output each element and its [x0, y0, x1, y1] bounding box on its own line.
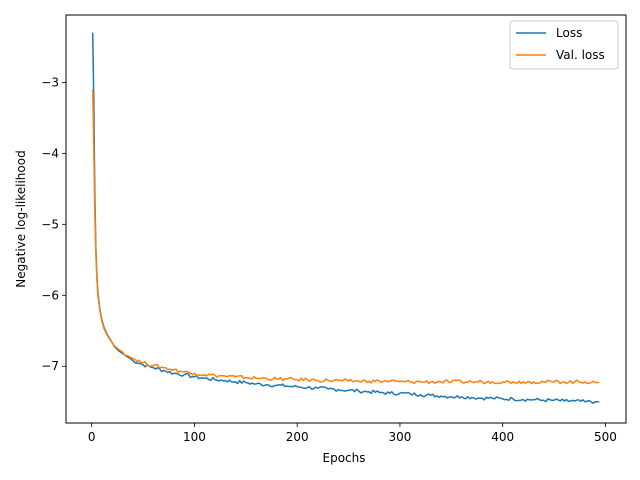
plot-lines	[91, 32, 600, 404]
plot-frame	[65, 14, 627, 424]
x-axis-label: Epochs	[323, 451, 366, 465]
x-tick-label: 500	[594, 430, 617, 444]
x-tick-label: 0	[88, 430, 96, 444]
y-axis: −7 −6 −5 −4 −3	[41, 75, 66, 373]
legend-label-val-loss: Val. loss	[556, 48, 605, 62]
series-line-loss	[91, 32, 600, 404]
y-tick-label: −3	[41, 75, 59, 89]
x-tick-label: 400	[491, 430, 514, 444]
x-tick-label: 200	[286, 430, 309, 444]
y-axis-label: Negative log-likelihood	[14, 150, 28, 287]
x-axis: 0 100 200 300 400 500	[88, 423, 617, 444]
x-tick-label: 300	[388, 430, 411, 444]
y-tick-label: −4	[41, 146, 59, 160]
legend: Loss Val. loss	[509, 20, 619, 70]
y-tick-label: −6	[41, 288, 59, 302]
series-line-val-loss	[91, 89, 600, 385]
x-tick-label: 100	[183, 430, 206, 444]
legend-label-loss: Loss	[556, 26, 582, 40]
y-tick-label: −5	[41, 217, 59, 231]
y-tick-label: −7	[41, 359, 59, 373]
